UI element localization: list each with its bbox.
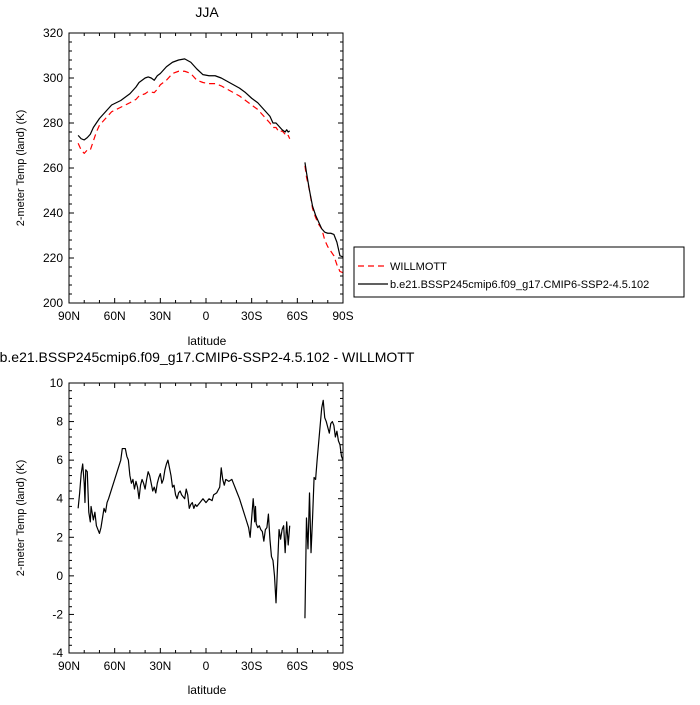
bottom-chart-ytick-label: 8: [56, 415, 63, 429]
bottom-chart-ylabel: 2-meter Temp (land) (K): [15, 460, 27, 577]
legend-label-model: b.e21.BSSP245cmip6.f09_g17.CMIP6-SSP2-4.…: [390, 279, 649, 291]
top-chart-series-0-segment-1: [304, 165, 343, 274]
bottom-chart-ytick-label: -4: [52, 646, 63, 660]
bottom-chart-ytick-label: 4: [56, 492, 63, 506]
bottom-chart-xtick-label: 60S: [287, 659, 308, 673]
bottom-chart-xlabel: latitude: [188, 683, 227, 697]
top-chart-xtick-label: 90S: [332, 309, 353, 323]
top-chart-xlabel: latitude: [188, 334, 227, 348]
top-chart-ytick-label: 280: [43, 116, 63, 130]
top-chart-xtick-label: 60S: [287, 309, 308, 323]
bottom-chart-title: b.e21.BSSP245cmip6.f09_g17.CMIP6-SSP2-4.…: [0, 349, 415, 365]
top-plot-area: 90N 60N 30N 0 30S 60S 90S 200 220 240 260 280 300 320: [43, 26, 354, 323]
bottom-chart-ytick-label: 10: [50, 376, 64, 390]
top-chart-ytick-label: 220: [43, 251, 63, 265]
bottom-chart-series-0-segment-0: [77, 447, 291, 604]
legend: WILLMOTT b.e21.BSSP245cmip6.f09_g17.CMIP…: [353, 246, 685, 298]
top-chart-series-0-segment-0: [77, 70, 291, 154]
legend-label-willmott: WILLMOTT: [390, 261, 447, 273]
bottom-chart-xtick-label: 30S: [241, 659, 262, 673]
top-chart-ytick-label: 300: [43, 71, 63, 85]
top-chart-xtick-label: 90N: [58, 309, 80, 323]
top-chart-xtick-label: 60N: [104, 309, 126, 323]
bottom-chart-ytick-label: -2: [52, 607, 63, 621]
bottom-chart-xtick-label: 30N: [149, 659, 171, 673]
top-chart-ytick-label: 240: [43, 206, 63, 220]
top-chart-title: JJA: [195, 4, 219, 20]
bottom-chart-xtick-label: 60N: [104, 659, 126, 673]
bottom-chart-series-0-segment-1: [304, 399, 343, 619]
bottom-chart-xtick-label: 0: [203, 659, 210, 673]
top-chart-series-1-segment-1: [304, 162, 343, 258]
bottom-chart-ytick-label: 6: [56, 453, 63, 467]
bottom-chart-ytick-label: 0: [56, 569, 63, 583]
top-chart-xtick-label: 0: [203, 309, 210, 323]
top-chart-xtick-label: 30N: [149, 309, 171, 323]
bottom-plot-area: 90N 60N 30N 0 30S 60S 90S -4 -2 0 2 4 6 8 10: [50, 376, 354, 673]
top-chart-series-1-segment-0: [77, 58, 291, 141]
bottom-chart-xtick-label: 90S: [332, 659, 353, 673]
bottom-chart-xtick-label: 90N: [58, 659, 80, 673]
top-chart-ylabel: 2-meter Temp (land) (K): [15, 110, 27, 227]
top-chart-ytick-label: 260: [43, 161, 63, 175]
bottom-chart-ytick-label: 2: [56, 530, 63, 544]
top-chart-xtick-label: 30S: [241, 309, 262, 323]
top-chart-ytick-label: 200: [43, 296, 63, 310]
top-chart-ytick-label: 320: [43, 26, 63, 40]
legend-box: [353, 246, 685, 298]
